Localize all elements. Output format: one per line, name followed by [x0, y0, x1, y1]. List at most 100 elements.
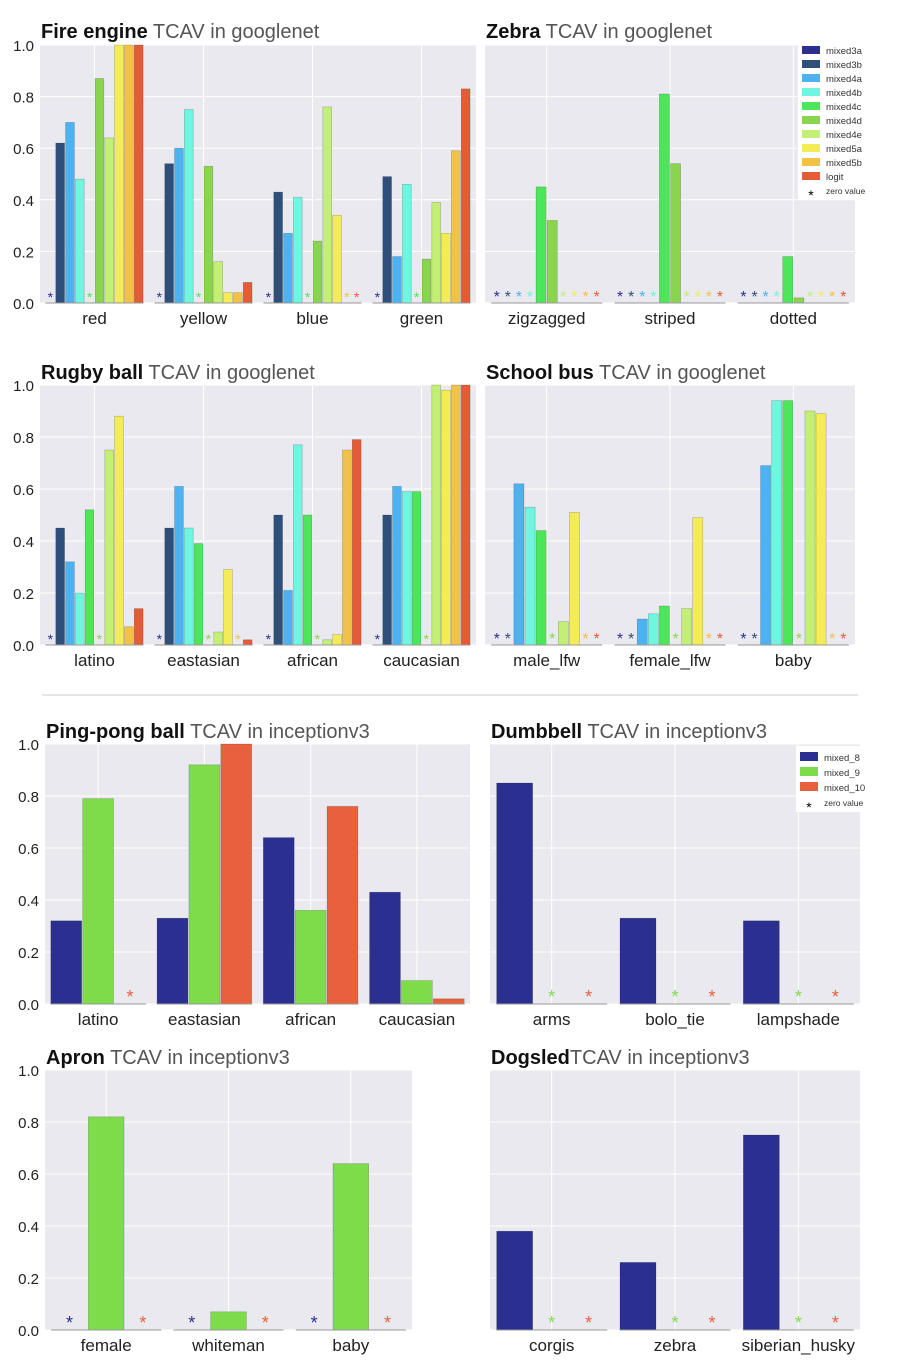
bar — [460, 384, 471, 646]
x-tick-label: zebra — [654, 1336, 697, 1355]
legend-label: mixed4a — [826, 74, 863, 85]
legend-label: mixed5b — [826, 158, 862, 169]
bar — [524, 506, 536, 646]
zero-value-marker: * — [548, 1313, 555, 1333]
bar — [302, 514, 313, 646]
chart-8: * * corgis * * zebra * * siberian_husky DogsledTC… — [490, 1047, 860, 1355]
y-tick-label: 0.0 — [18, 1323, 39, 1340]
zero-value-marker: * — [706, 631, 712, 648]
legend-label: mixed4b — [826, 88, 862, 99]
bar — [164, 527, 174, 646]
bar — [659, 93, 670, 304]
legend-swatch — [802, 46, 820, 54]
bar — [692, 517, 704, 646]
bar — [75, 592, 85, 646]
bar — [124, 44, 134, 304]
bar — [293, 196, 303, 304]
chart-title: Ping-pong ball TCAV in inceptionv3 — [46, 721, 370, 743]
bar — [619, 917, 657, 1005]
chart-title: Zebra TCAV in googlenet — [486, 21, 713, 43]
bar — [743, 1134, 780, 1331]
zero-value-marker: * — [706, 289, 712, 306]
legend-swatch — [800, 767, 818, 776]
bar — [351, 439, 362, 646]
zero-value-marker: * — [717, 631, 723, 648]
bar — [441, 389, 451, 646]
x-tick-label: dotted — [770, 309, 817, 328]
zero-value-marker: * — [617, 631, 623, 648]
bar — [402, 184, 412, 304]
x-tick-label: lampshade — [757, 1010, 840, 1029]
bar — [619, 1262, 657, 1331]
x-tick-label: eastasian — [168, 1010, 241, 1029]
legend-swatch — [802, 158, 820, 166]
bar — [431, 384, 441, 646]
x-tick-label: caucasian — [379, 1010, 456, 1029]
y-tick-label: 0.0 — [18, 997, 39, 1014]
zero-value-marker: * — [548, 987, 555, 1007]
x-tick-label: african — [287, 651, 338, 670]
zero-value-marker: * — [549, 631, 555, 648]
bar — [233, 292, 243, 304]
y-tick-label: 0.4 — [18, 893, 39, 910]
y-tick-label: 0.8 — [18, 789, 39, 806]
bar — [804, 410, 816, 646]
bar — [322, 106, 332, 304]
chart-4: * * * * *male_lfw* * * * *female_lfw* * * * *babySch… — [485, 362, 855, 670]
x-tick-label: zigzagged — [508, 309, 586, 328]
bar — [771, 400, 783, 646]
legend-label: mixed3a — [826, 46, 863, 57]
bar — [782, 400, 794, 646]
zero-value-marker: * — [840, 289, 846, 306]
bar — [114, 44, 124, 304]
bar — [94, 78, 105, 304]
x-tick-label: eastasian — [167, 651, 240, 670]
bar — [342, 449, 352, 646]
bar — [815, 413, 827, 646]
bar — [433, 998, 465, 1005]
legend-swatch — [802, 60, 820, 68]
y-tick-label: 0.0 — [13, 638, 34, 655]
bar — [496, 782, 533, 1005]
bar — [760, 465, 771, 646]
zero-value-marker: * — [126, 987, 133, 1007]
zero-value-marker: * — [157, 631, 163, 647]
zero-value-marker: * — [671, 987, 678, 1007]
zero-value-marker: * — [384, 1313, 391, 1333]
legend-swatch — [802, 74, 820, 82]
x-tick-label: striped — [644, 309, 695, 328]
zero-value-marker: * — [424, 631, 430, 647]
bar — [55, 527, 65, 646]
x-tick-label: african — [285, 1010, 336, 1029]
chart-title: Dumbbell TCAV in inceptionv3 — [491, 721, 767, 743]
zero-value-marker: * — [235, 631, 241, 647]
zero-value-marker: * — [684, 289, 690, 306]
legend-swatch — [802, 130, 820, 138]
y-tick-label: 0.6 — [13, 141, 34, 158]
zero-value-marker: * — [505, 289, 511, 306]
bar — [793, 297, 805, 304]
zero-value-marker: * — [196, 289, 202, 305]
y-tick-label: 0.4 — [18, 1219, 39, 1236]
bar — [402, 491, 412, 646]
y-tick-label: 0.0 — [13, 296, 34, 313]
bar — [546, 220, 558, 304]
bar — [88, 1116, 125, 1331]
zero-value-marker: * — [494, 631, 500, 648]
bar — [184, 109, 194, 304]
chart-3: 0.00.20.40.60.81.0* *latino* * *eastasian* *… — [13, 362, 476, 670]
bar — [496, 1230, 533, 1331]
legend-swatch — [802, 144, 820, 152]
zero-value-marker: * — [375, 289, 381, 305]
bar — [133, 44, 144, 304]
bar — [535, 530, 547, 646]
zero-value-marker: * — [585, 1313, 592, 1333]
bar — [513, 483, 525, 646]
zero-value-marker: * — [48, 289, 54, 305]
legend-label: logit — [826, 172, 844, 183]
bar — [451, 384, 461, 646]
bar — [242, 639, 253, 646]
legend-zero-marker: * — [808, 187, 814, 203]
zero-value-marker: * — [516, 289, 522, 306]
zero-value-marker: * — [763, 289, 769, 306]
